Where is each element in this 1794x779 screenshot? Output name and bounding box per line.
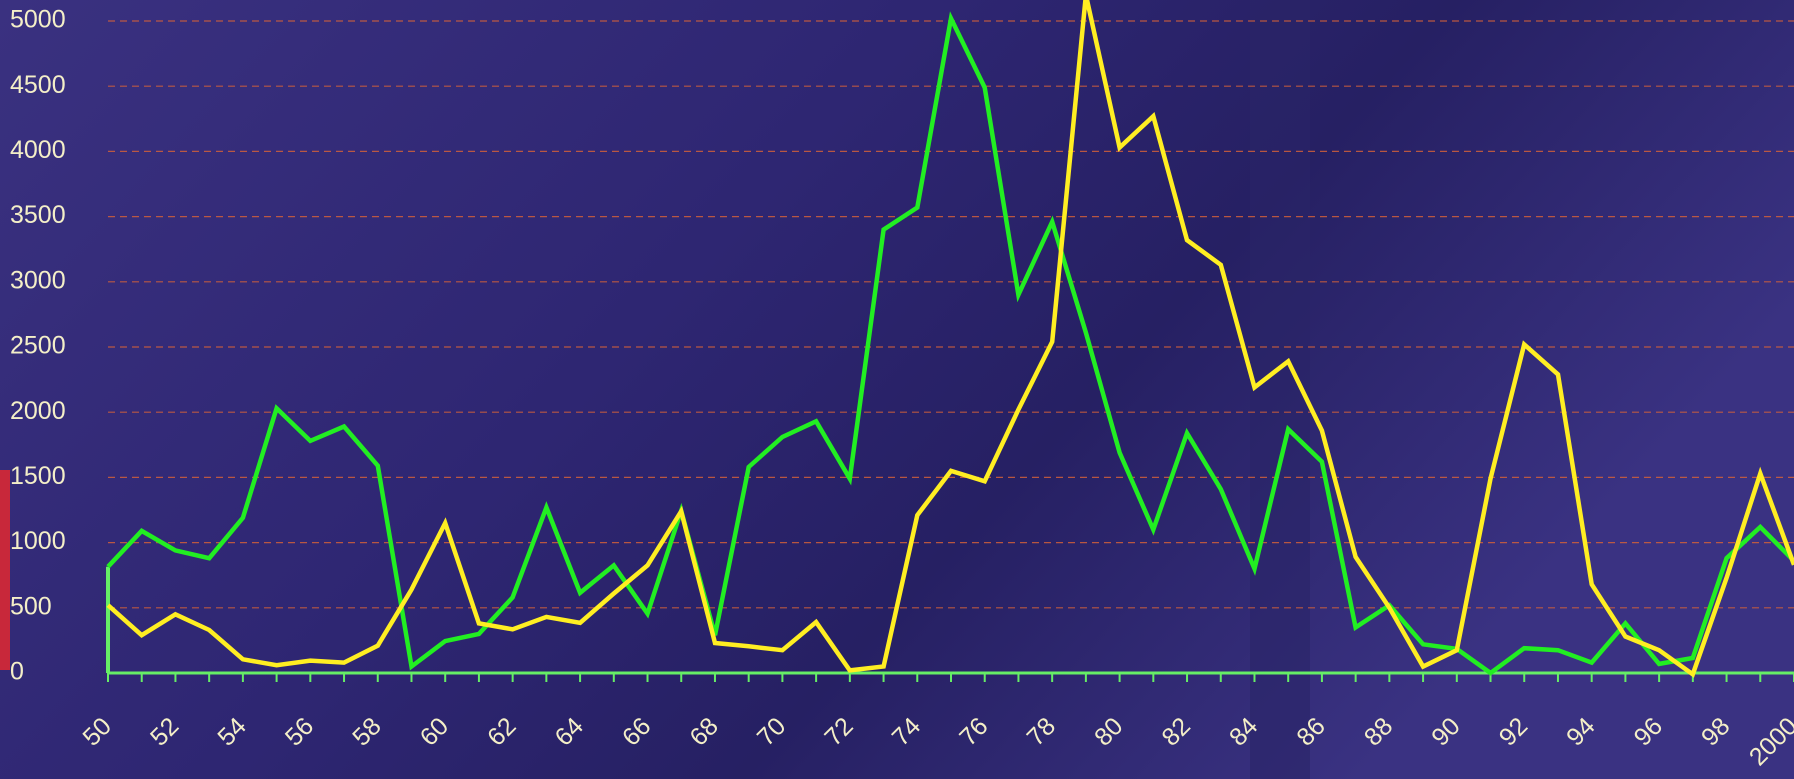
- y-tick-label: 1000: [10, 527, 66, 555]
- background-shape: [0, 470, 10, 670]
- y-tick-label: 500: [10, 592, 52, 620]
- y-tick-label: 4500: [10, 71, 66, 99]
- y-tick-label: 1500: [10, 462, 66, 490]
- y-tick-label: 4000: [10, 136, 66, 164]
- y-tick-label: 3500: [10, 201, 66, 229]
- y-tick-label: 2500: [10, 332, 66, 360]
- y-tick-label: 2000: [10, 397, 66, 425]
- y-tick-label: 0: [10, 658, 24, 686]
- y-tick-label: 3000: [10, 266, 66, 294]
- y-tick-label: 5000: [10, 6, 66, 34]
- chart: 0 500 1000 1500 2000 2500 3000 3500 4000 4500 5000…: [0, 0, 1794, 779]
